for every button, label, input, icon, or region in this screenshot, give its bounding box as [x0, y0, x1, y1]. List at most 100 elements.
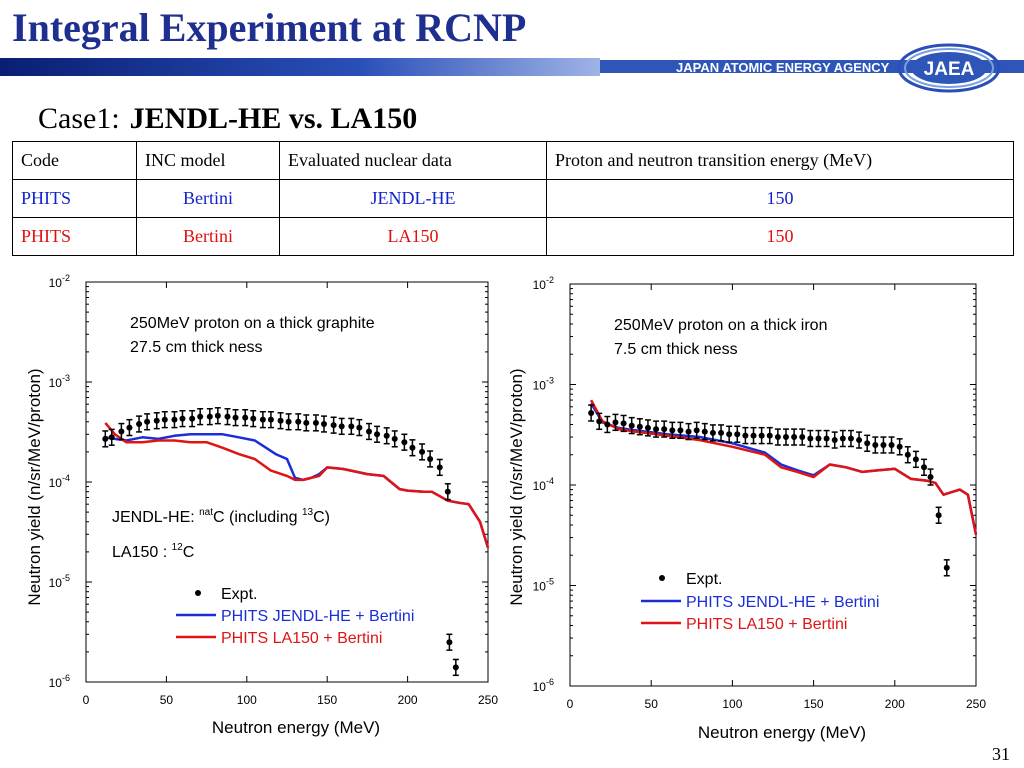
expt-point — [669, 427, 676, 434]
expt-point — [401, 439, 408, 446]
jaea-logo: JAEA — [897, 43, 1001, 93]
expt-point — [620, 420, 627, 427]
x-tick-label: 150 — [804, 697, 824, 711]
expt-point — [661, 426, 668, 433]
expt-point — [320, 421, 327, 428]
table-cell-data: LA150 — [279, 217, 547, 256]
expt-point — [391, 435, 398, 442]
expt-point — [153, 417, 160, 424]
y-tick-label: 10-6 — [49, 673, 70, 690]
x-tick-label: 100 — [722, 697, 742, 711]
table-cell-code: PHITS — [12, 179, 137, 218]
annotation-line-1: 250MeV proton on a thick iron — [614, 317, 827, 334]
legend-expt-label: Expt. — [221, 586, 257, 603]
expt-point — [189, 415, 196, 422]
expt-point — [701, 428, 708, 435]
expt-point — [831, 437, 838, 444]
expt-point — [896, 443, 903, 450]
logo-text: JAEA — [924, 59, 975, 80]
y-tick-label: 10-2 — [533, 275, 554, 292]
expt-point — [774, 434, 781, 441]
x-tick-label: 250 — [478, 693, 498, 707]
annotation-line-2: 7.5 cm thick ness — [614, 341, 738, 358]
iron-chart: Neutron yield (n/sr/MeV/proton) 10-6 10-5… — [507, 275, 987, 742]
x-tick-label: 200 — [398, 693, 418, 707]
expt-point — [742, 432, 749, 439]
legend-expt-marker — [195, 590, 201, 596]
expt-point — [171, 416, 178, 423]
expt-point — [409, 444, 416, 451]
slide-title: Integral Experiment at RCNP — [12, 5, 527, 50]
jendl-note-prefix: JENDL-HE: — [112, 509, 199, 526]
expt-point — [912, 456, 919, 463]
expt-point — [436, 464, 443, 471]
expt-point — [872, 442, 879, 449]
expt-point — [943, 564, 950, 571]
expt-point — [108, 434, 115, 441]
expt-point — [718, 429, 725, 436]
model-table: Code INC model Evaluated nuclear data Pr… — [12, 141, 1014, 256]
agency-name: JAPAN ATOMIC ENERGY AGENCY — [676, 60, 890, 75]
table-header-cell: Evaluated nuclear data — [279, 141, 547, 180]
x-tick-label: 0 — [567, 697, 574, 711]
expt-point — [452, 664, 459, 671]
expt-point — [356, 424, 363, 431]
expt-point — [588, 410, 595, 417]
table-header-cell: INC model — [136, 141, 280, 180]
expt-point — [612, 419, 619, 426]
jendl-note: JENDL-HE: natC (including 13C) — [112, 507, 330, 526]
page-number: 31 — [992, 744, 1010, 764]
expt-point — [782, 434, 789, 441]
table-cell-energy: 150 — [546, 217, 1014, 256]
expt-point — [709, 429, 716, 436]
plot-area: 10-6 10-5 10-4 10-3 10-2 0 50 100 150 200 250 — [533, 275, 987, 711]
expt-point — [250, 415, 257, 422]
y-axis-title: Neutron yield (n/sr/MeV/proton) — [507, 368, 526, 605]
expt-point — [880, 442, 887, 449]
expt-point — [383, 432, 390, 439]
expt-point — [758, 432, 765, 439]
expt-point — [807, 435, 814, 442]
expt-point — [348, 423, 355, 430]
x-tick-label: 50 — [645, 697, 659, 711]
plot-area: 10-6 10-5 10-4 10-3 10-2 0 50 100 150 200 250 — [49, 273, 499, 707]
expt-point — [224, 413, 231, 420]
y-axis-title-text: Neutron yield (n/sr/MeV/proton) — [507, 368, 526, 605]
case-title: JENDL-HE vs. LA150 — [129, 102, 418, 135]
legend-expt-label: Expt. — [686, 571, 722, 588]
case-heading: Case1: JENDL-HE vs. LA150 — [38, 102, 417, 136]
x-tick-label: 100 — [237, 693, 257, 707]
expt-point — [144, 418, 151, 425]
expt-point — [259, 416, 266, 423]
header-bar-gradient — [0, 58, 600, 76]
annotation-line-1: 250MeV proton on a thick graphite — [130, 315, 375, 332]
expt-point — [232, 414, 239, 421]
expt-point — [330, 422, 337, 429]
x-axis-title: Neutron energy (MeV) — [698, 723, 866, 742]
graphite-chart: Neutron yield (n/sr/MeV/proton) 10-6 10-5… — [25, 273, 499, 737]
expt-point — [839, 435, 846, 442]
case-label: Case1: — [38, 102, 120, 135]
table-header-row: Code INC model Evaluated nuclear data Pr… — [12, 141, 1014, 180]
table-cell-code: PHITS — [12, 217, 137, 256]
expt-point — [888, 442, 895, 449]
expt-point — [214, 412, 221, 419]
jendl-note-sup2: 13 — [302, 507, 314, 518]
expt-point — [303, 419, 310, 426]
expt-point — [921, 464, 928, 471]
y-tick-label: 10-4 — [533, 476, 554, 493]
x-axis-title: Neutron energy (MeV) — [212, 718, 380, 737]
expt-point — [685, 428, 692, 435]
legend-la150-label: PHITS LA150 + Bertini — [221, 630, 382, 647]
la150-note: LA150 : 12C — [112, 542, 194, 561]
annotation-line-2: 27.5 cm thick ness — [130, 339, 263, 356]
expt-point — [206, 413, 213, 420]
expt-point — [791, 434, 798, 441]
x-tick-label: 200 — [885, 697, 905, 711]
expt-point — [927, 474, 934, 481]
expt-point — [161, 416, 168, 423]
la150-note-prefix: LA150 : — [112, 544, 172, 561]
x-tick-label: 50 — [160, 693, 174, 707]
expt-point — [102, 435, 109, 442]
expt-point — [823, 435, 830, 442]
